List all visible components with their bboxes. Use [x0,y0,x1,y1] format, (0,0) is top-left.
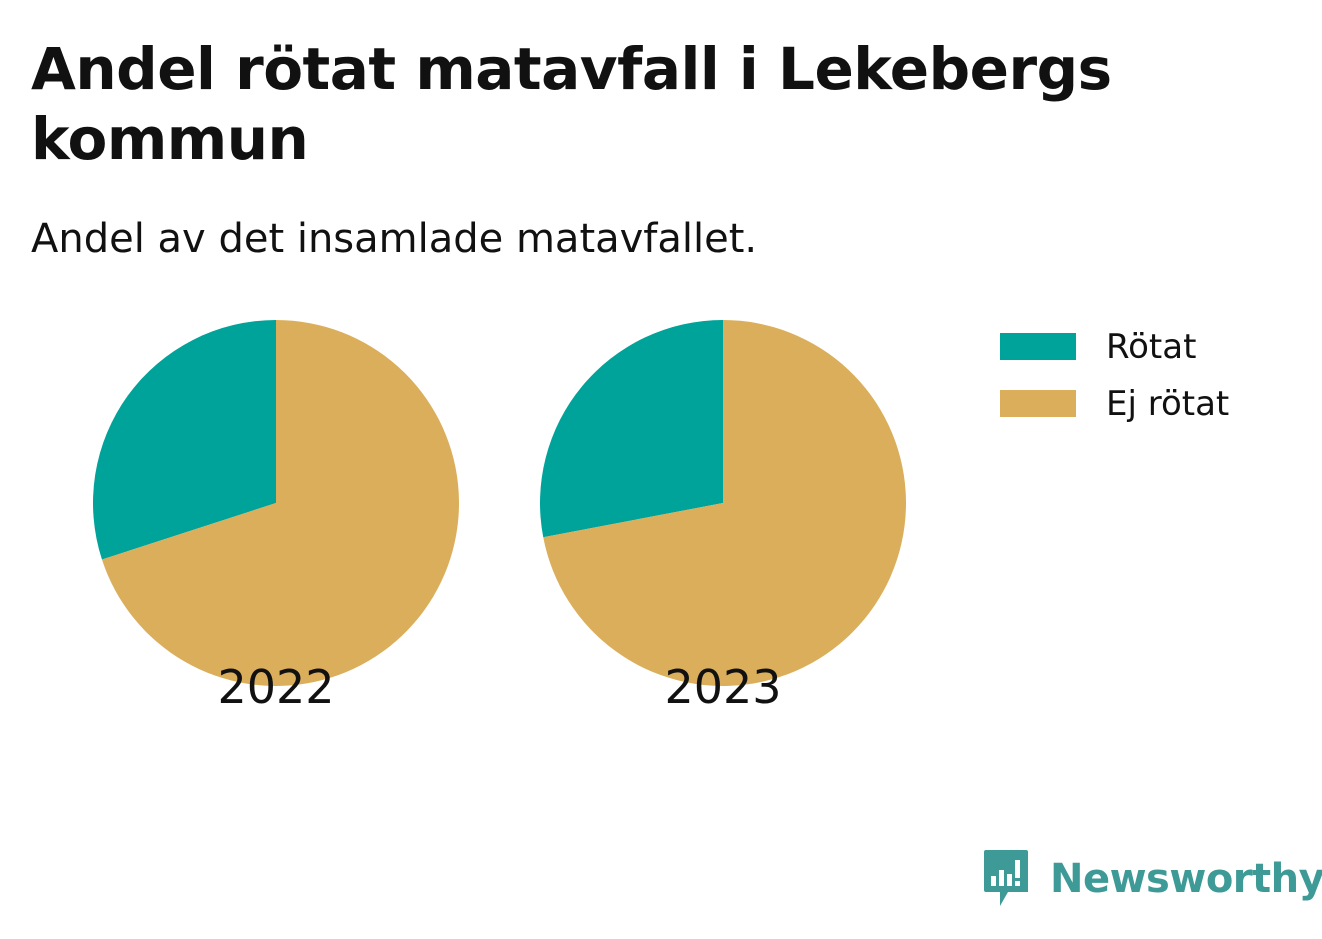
legend-item-ej-rotat: Ej rötat [1000,375,1229,432]
pie-label-2022: 2022 [217,660,334,714]
legend: Rötat Ej rötat [1000,318,1229,432]
brand-name: Newsworthy [1050,856,1322,902]
brand: Newsworthy [982,848,1322,910]
pie-slice-2022-ej-rotat [101,320,459,686]
pie-slice-2023-ej-rotat [543,320,906,686]
legend-label-ej-rotat: Ej rötat [1106,383,1230,424]
pie-charts: 2022 2023 [92,320,906,714]
chart-subtitle: Andel av det insamlade matavfallet. [31,216,758,262]
chart-title: Andel rötat matavfall i Lekebergs kommun [31,35,1112,173]
pie-label-2023: 2023 [664,660,781,714]
pie-slice-2022-rotat [92,320,276,560]
legend-label-rotat: Rötat [1106,326,1197,367]
legend-swatch-ej-rotat [1000,390,1076,417]
legend-swatch-rotat [1000,333,1076,360]
legend-item-rotat: Rötat [1000,318,1229,375]
pie-slice-2023-rotat [540,320,723,538]
newsworthy-logo-icon [984,850,1028,906]
